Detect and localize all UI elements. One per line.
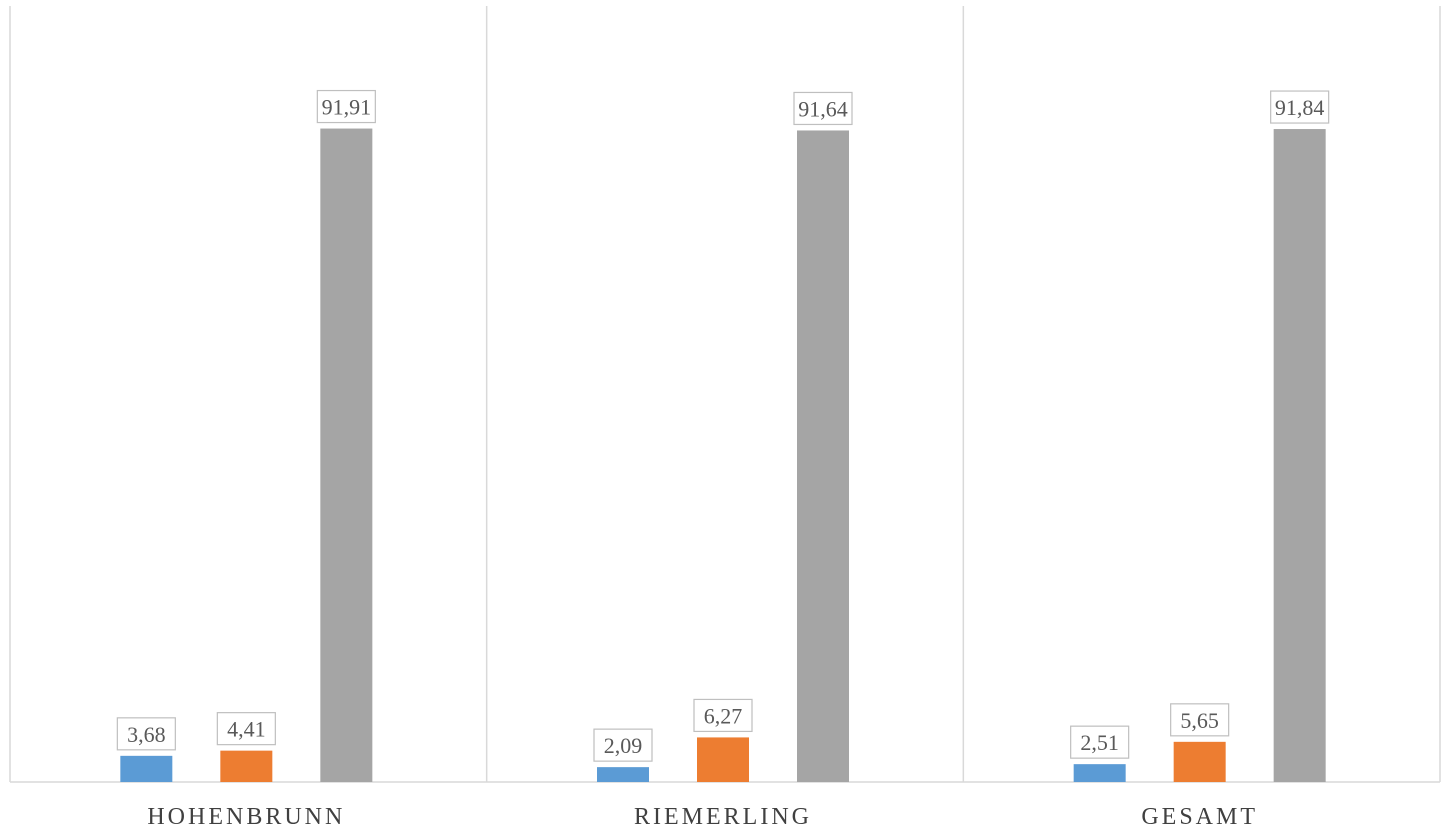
- data-label-box: [1270, 90, 1330, 124]
- bar: [697, 737, 749, 782]
- category-label: GESAMT: [1141, 804, 1258, 830]
- bar: [220, 750, 273, 782]
- data-label-text: 6,27: [704, 703, 743, 728]
- category-label: RIEMERLING: [634, 804, 812, 830]
- data-label: 91,64: [793, 91, 853, 126]
- bars-group: [120, 128, 1326, 782]
- data-label-box: [1170, 703, 1230, 737]
- data-label: 4,41: [216, 712, 276, 746]
- data-label-box: [316, 89, 376, 124]
- bar: [1273, 129, 1326, 782]
- category-separators: [9, 6, 1441, 782]
- bar: [1173, 741, 1226, 782]
- data-label-text: 5,65: [1180, 708, 1219, 733]
- data-label: 3,68: [116, 717, 176, 751]
- data-label-text: 4,41: [227, 717, 266, 742]
- data-label: 91,84: [1270, 90, 1330, 124]
- bar: [320, 128, 373, 782]
- data-label-text: 91,84: [1275, 95, 1325, 120]
- data-label-text: 91,91: [322, 95, 372, 120]
- category-label: HOHENBRUNN: [147, 804, 345, 830]
- data-label-box: [693, 698, 753, 733]
- data-label-text: 3,68: [127, 722, 166, 747]
- data-label-box: [593, 728, 653, 762]
- data-label-box: [793, 91, 853, 126]
- data-label-box: [1070, 725, 1130, 759]
- bar: [1073, 764, 1126, 782]
- category-labels-group: HOHENBRUNN RIEMERLING GESAMT: [147, 804, 1258, 830]
- data-label: 2,09: [593, 728, 653, 762]
- data-label-text: 91,64: [798, 96, 848, 121]
- data-label: 5,65: [1170, 703, 1230, 737]
- data-label: 6,27: [693, 698, 753, 733]
- data-label: 2,51: [1070, 725, 1130, 759]
- bar: [597, 767, 649, 782]
- data-label-text: 2,51: [1080, 730, 1119, 755]
- bar: [797, 130, 849, 782]
- data-label-box: [116, 717, 176, 751]
- data-label: 91,91: [316, 89, 376, 124]
- bar: [120, 755, 173, 782]
- data-labels-group: 3,68 4,41 91,91 2,09 6,27 91,64 2,51 5,65 91,84: [116, 89, 1330, 762]
- data-label-text: 2,09: [604, 733, 643, 758]
- data-label-box: [216, 712, 276, 746]
